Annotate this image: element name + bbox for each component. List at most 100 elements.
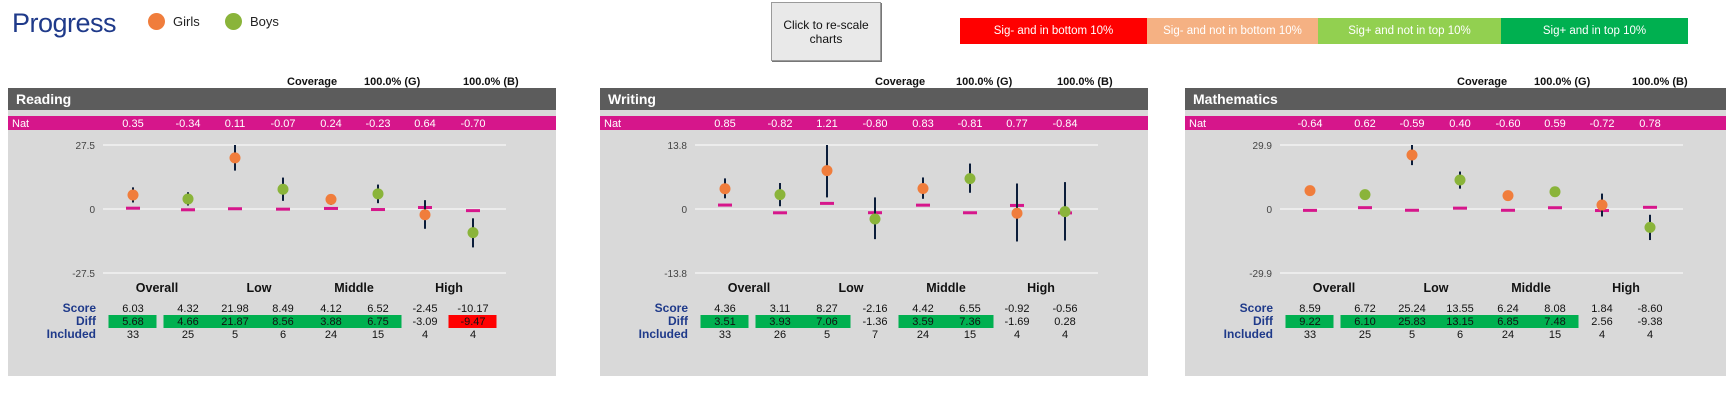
diff-sig-cell: [1530, 315, 1579, 328]
boys-score-point: [964, 173, 976, 185]
diff-value: 7.06: [816, 316, 837, 328]
diff-value: 25.83: [1398, 316, 1426, 328]
y-tick-label: 0: [681, 205, 687, 216]
diff-value: 6.85: [1497, 316, 1518, 328]
national-marker: [1405, 208, 1419, 212]
included-value: 4: [470, 329, 476, 341]
legend-boys-label: Boys: [250, 14, 279, 29]
diff-row-label: Diff: [76, 314, 97, 328]
diff-value: 3.51: [714, 316, 735, 328]
score-value: 13.55: [1446, 303, 1474, 315]
coverage-row: Coverage 100.0% (G) 100.0% (B): [600, 70, 1148, 88]
included-row-label: Included: [47, 327, 96, 341]
boys-score-point: [467, 227, 479, 239]
diff-value: 7.48: [1544, 316, 1565, 328]
diff-sig-cell: [108, 315, 157, 328]
score-value: 6.52: [367, 303, 388, 315]
reading-panel: Coverage 100.0% (G) 100.0% (B) Reading N…: [8, 70, 556, 376]
score-value: 8.27: [816, 303, 837, 315]
coverage-girls: 100.0% (G): [1534, 76, 1591, 88]
panel-body: [1185, 110, 1726, 376]
included-value: 4: [1014, 329, 1020, 341]
included-value: 33: [1304, 329, 1316, 341]
score-value: 21.98: [221, 303, 249, 315]
included-value: 26: [774, 329, 786, 341]
nat-value: 0.11: [225, 118, 246, 130]
y-tick-label: 13.8: [668, 141, 688, 152]
group-label: High: [1612, 281, 1640, 295]
nat-value: -0.80: [862, 118, 887, 130]
coverage-boys: 100.0% (B): [463, 76, 519, 88]
included-value: 15: [1549, 329, 1561, 341]
panel-body: [8, 110, 556, 376]
coverage-label: Coverage: [875, 76, 926, 88]
diff-sig-cell: [448, 315, 497, 328]
rescale-charts-button[interactable]: Click to re-scale charts: [771, 2, 881, 61]
group-label: Low: [1424, 281, 1449, 295]
national-marker: [228, 207, 242, 211]
boys-score-point: [1454, 174, 1466, 186]
diff-value: -1.69: [1004, 316, 1029, 328]
diff-sig-cell: [258, 315, 307, 328]
included-value: 5: [1409, 329, 1415, 341]
included-value: 4: [1062, 329, 1068, 341]
included-value: 25: [182, 329, 194, 341]
key-sig-neg-not-bottom: Sig- and not in bottom 10%: [1147, 18, 1318, 44]
national-marker: [181, 208, 195, 212]
girls-score-point: [1406, 149, 1418, 161]
panel-body: [600, 110, 1148, 376]
girls-score-point: [419, 209, 431, 221]
nat-value: -0.84: [1052, 118, 1077, 130]
diff-sig-cell: [353, 315, 402, 328]
mathematics-chart: Nat -0.64 0.62 -0.59 0.40 -0.60 0.59 -0.72 0.78 2…: [1185, 116, 1726, 341]
diff-sig-cell: [1435, 315, 1484, 328]
girls-score-point: [229, 152, 241, 164]
diff-sig-cell: [700, 315, 749, 328]
legend-girls-label: Girls: [173, 14, 200, 29]
included-value: 15: [964, 329, 976, 341]
nat-value: -0.23: [365, 118, 390, 130]
diff-value: 4.66: [177, 316, 198, 328]
girls-score-point: [821, 165, 833, 177]
nat-value: 0.77: [1006, 118, 1027, 130]
panel-title: Writing: [600, 88, 1148, 110]
included-value: 5: [824, 329, 830, 341]
nat-value: 0.78: [1639, 118, 1660, 130]
score-value: 6.03: [122, 303, 143, 315]
national-marker: [466, 209, 480, 213]
nat-value: -0.64: [1297, 118, 1322, 130]
diff-value: 13.15: [1446, 316, 1474, 328]
national-marker: [1303, 208, 1317, 212]
national-marker: [963, 211, 977, 215]
national-marker: [1501, 208, 1515, 212]
girls-score-point: [1502, 190, 1514, 202]
included-row-label: Included: [1224, 327, 1273, 341]
girls-score-point: [325, 193, 337, 205]
girls-score-point: [719, 183, 731, 195]
y-tick-label: 0: [89, 205, 95, 216]
nat-value: -0.81: [957, 118, 982, 130]
included-value: 25: [1359, 329, 1371, 341]
coverage-label: Coverage: [287, 76, 338, 88]
group-label: High: [1027, 281, 1055, 295]
nat-band: [1185, 116, 1726, 130]
boys-score-point: [1059, 206, 1071, 218]
coverage-boys: 100.0% (B): [1057, 76, 1113, 88]
boys-score-point: [277, 183, 289, 195]
writing-chart: Nat 0.85 -0.82 1.21 -0.80 0.83 -0.81 0.77 -0.84 1…: [600, 116, 1148, 341]
diff-value: 2.56: [1591, 316, 1612, 328]
boys-score-point: [774, 189, 786, 201]
included-row-label: Included: [639, 327, 688, 341]
girls-score-point: [1304, 185, 1316, 197]
score-value: 8.49: [272, 303, 293, 315]
y-tick-label: 27.5: [76, 141, 96, 152]
diff-sig-cell: [306, 315, 355, 328]
national-marker: [1358, 206, 1372, 210]
coverage-row: Coverage 100.0% (G) 100.0% (B): [8, 70, 556, 88]
girls-dot-icon: [148, 13, 165, 30]
nat-value: -0.72: [1589, 118, 1614, 130]
boys-score-point: [1549, 186, 1561, 198]
score-row-label: Score: [63, 301, 97, 315]
nat-label: Nat: [12, 118, 29, 130]
group-label: Overall: [136, 281, 178, 295]
